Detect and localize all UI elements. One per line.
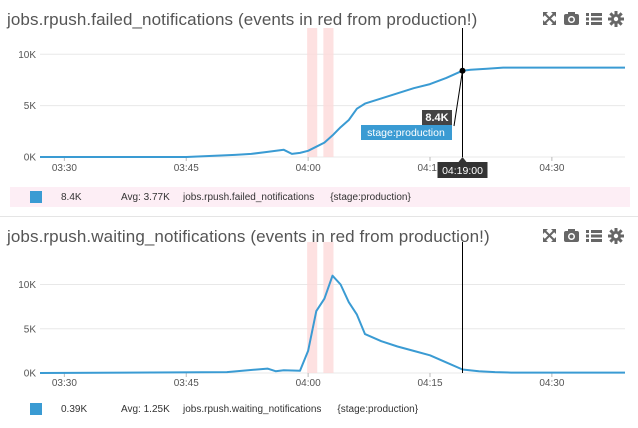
line-chart[interactable]: 0K 5K 10K 03:30 03:45 04:00 04:15 04:30 8.4K stag…: [0, 0, 638, 185]
line-chart[interactable]: 0K 5K 10K 03:30 03:45 04:00 04:15 04:30: [0, 222, 638, 397]
legend-swatch: [30, 191, 42, 203]
tooltip-label: stage:production: [367, 127, 445, 139]
y-tick-label: 10K: [18, 280, 36, 291]
tooltip-pointer: [453, 70, 463, 127]
panel-title: jobs.rpush.failed_notifications (events …: [7, 10, 478, 29]
gear-icon[interactable]: [607, 10, 624, 27]
tooltip-value: 8.4K: [425, 112, 448, 124]
camera-icon[interactable]: [563, 227, 580, 244]
time-badge: 04:19:00: [442, 165, 483, 177]
y-tick-label: 5K: [24, 101, 37, 112]
time-badge-arrow: [458, 157, 467, 162]
x-tick-label: 04:30: [539, 378, 564, 389]
legend-value: 0.39K: [61, 403, 88, 415]
expand-icon[interactable]: [541, 10, 558, 27]
y-tick-label: 10K: [18, 50, 36, 61]
legend-row[interactable]: 0.39K Avg: 1.25K jobs.rpush.waiting_noti…: [10, 399, 630, 419]
legend-swatch: [30, 403, 42, 415]
legend-avg: Avg: 3.77K: [121, 191, 170, 203]
graph-panel-waiting-notifications: jobs.rpush.waiting_notifications (events…: [0, 222, 638, 428]
legend-tag: {stage:production}: [337, 403, 419, 415]
tooltip-label-bg: [361, 125, 452, 140]
graph-panel-failed-notifications: jobs.rpush.failed_notifications (events …: [0, 0, 638, 212]
camera-icon[interactable]: [563, 10, 580, 27]
panel-toolbar: [541, 227, 624, 244]
event-band: [323, 242, 334, 373]
x-tick-label: 04:30: [539, 163, 564, 174]
tooltip: 8.4K stage:production 04:19:00: [361, 110, 488, 178]
cursor-point: [459, 67, 466, 74]
y-tick-label: 0K: [24, 369, 37, 380]
x-tick-label: 04:15: [417, 378, 442, 389]
list-icon[interactable]: [585, 227, 602, 244]
y-tick-label: 5K: [24, 324, 37, 335]
legend-metric: jobs.rpush.waiting_notifications: [183, 403, 322, 415]
x-tick-label: 03:30: [52, 163, 77, 174]
legend-avg: Avg: 1.25K: [121, 403, 170, 415]
panel-title: jobs.rpush.waiting_notifications (events…: [7, 227, 490, 246]
x-tick-label: 04:15: [417, 163, 442, 174]
x-tick-label: 04:00: [296, 378, 321, 389]
gear-icon[interactable]: [607, 227, 624, 244]
series-line: [40, 66, 625, 158]
y-tick-label: 0K: [24, 153, 37, 164]
x-tick-label: 03:30: [52, 378, 77, 389]
panel-divider: [0, 216, 638, 217]
x-tick-label: 03:45: [174, 163, 199, 174]
series-line: [39, 274, 625, 374]
legend-tag: {stage:production}: [330, 191, 411, 203]
time-badge-bg: [437, 162, 488, 178]
tooltip-value-bg: [422, 110, 452, 125]
event-band: [323, 28, 334, 157]
legend-row[interactable]: 8.4K Avg: 3.77K jobs.rpush.failed_notifi…: [10, 187, 630, 207]
x-tick-label: 03:45: [174, 378, 199, 389]
legend-value: 8.4K: [61, 191, 82, 203]
x-tick-label: 04:00: [296, 163, 321, 174]
legend-metric: jobs.rpush.failed_notifications: [183, 191, 315, 203]
panel-toolbar: [541, 10, 624, 27]
event-band: [307, 242, 318, 373]
list-icon[interactable]: [585, 10, 602, 27]
event-band: [307, 28, 318, 157]
expand-icon[interactable]: [541, 227, 558, 244]
